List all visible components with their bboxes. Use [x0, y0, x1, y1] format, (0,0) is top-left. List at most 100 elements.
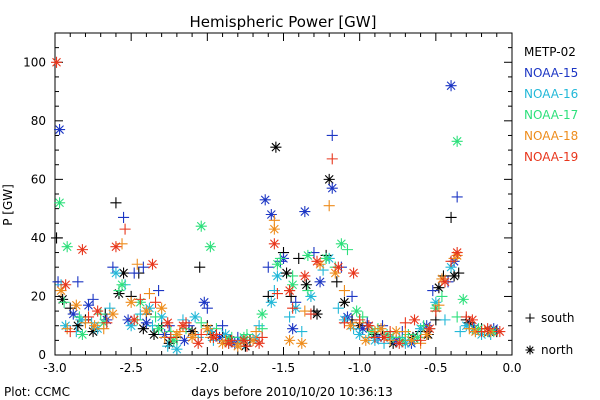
- point-south: [341, 244, 354, 256]
- point-south: [73, 311, 85, 323]
- point-north: [92, 305, 104, 317]
- point-north: [433, 282, 445, 294]
- point-north: [390, 326, 402, 338]
- point-north: [494, 326, 506, 338]
- plot-frame: [54, 32, 513, 356]
- point-south: [338, 317, 350, 329]
- point-south: [143, 287, 155, 300]
- point-north: [61, 241, 73, 253]
- y-axis-label: P [GW]: [1, 184, 15, 226]
- point-north: [87, 326, 99, 338]
- point-south: [134, 293, 146, 305]
- point-south: [58, 296, 70, 308]
- point-north: [332, 261, 344, 273]
- point-south: [346, 290, 358, 303]
- point-north: [311, 255, 323, 267]
- point-north: [445, 80, 457, 92]
- y-tick-label: 0: [38, 348, 46, 362]
- point-north: [189, 311, 201, 323]
- point-north: [430, 296, 442, 308]
- point-north: [457, 293, 469, 305]
- point-north: [448, 270, 460, 282]
- point-north: [72, 320, 84, 332]
- point-north: [320, 252, 332, 264]
- point-south: [271, 287, 283, 300]
- point-south: [72, 276, 84, 288]
- point-south: [323, 200, 335, 212]
- point-north: [296, 337, 308, 349]
- point-north: [107, 308, 119, 320]
- y-tick-label: 100: [23, 55, 46, 69]
- point-south: [287, 302, 299, 314]
- point-south: [101, 317, 113, 329]
- point-south: [110, 197, 122, 209]
- point-north: [186, 331, 198, 343]
- point-south: [376, 320, 389, 332]
- point-south: [326, 153, 338, 165]
- point-north: [125, 320, 137, 332]
- point-south: [302, 285, 314, 297]
- point-south: [338, 285, 350, 297]
- point-north: [311, 308, 323, 320]
- point-north: [323, 173, 335, 185]
- legend-entry-noaa-18: NOAA-18: [524, 129, 578, 143]
- x-tick-label: 0.0: [502, 361, 521, 375]
- point-north: [163, 337, 175, 349]
- point-north: [247, 334, 259, 346]
- point-north: [357, 323, 369, 335]
- point-north: [110, 241, 122, 253]
- point-north: [460, 320, 472, 332]
- y-tick-label: 20: [31, 289, 46, 303]
- point-south: [195, 328, 207, 341]
- point-south: [415, 334, 427, 346]
- point-south: [326, 129, 338, 142]
- point-north: [299, 206, 311, 218]
- point-north: [363, 320, 375, 332]
- point-north: [348, 267, 360, 279]
- point-north: [451, 135, 463, 147]
- x-tick-label: -2.0: [196, 361, 219, 375]
- point-south: [454, 326, 466, 338]
- point-south: [149, 311, 162, 323]
- point-north: [60, 320, 72, 332]
- point-north: [329, 267, 341, 279]
- point-north: [268, 223, 280, 235]
- point-south: [433, 299, 445, 311]
- point-north: [314, 276, 326, 288]
- point-south: [79, 317, 92, 329]
- point-south: [451, 191, 463, 203]
- point-north: [82, 299, 95, 311]
- point-south: [384, 326, 396, 338]
- point-north: [408, 314, 421, 326]
- point-south: [332, 302, 344, 314]
- point-north: [265, 296, 277, 308]
- y-tick-label: 40: [31, 231, 46, 245]
- point-north: [393, 337, 405, 349]
- point-north: [271, 258, 283, 270]
- point-south: [64, 326, 76, 338]
- point-south: [445, 255, 457, 267]
- x-tick-label: -3.0: [43, 361, 66, 375]
- point-north: [76, 244, 88, 256]
- point-north: [54, 197, 66, 209]
- point-north: [55, 285, 67, 297]
- point-north: [195, 220, 207, 232]
- point-north: [302, 249, 314, 262]
- point-north: [217, 337, 229, 349]
- point-north: [265, 208, 277, 221]
- point-north: [338, 296, 350, 308]
- point-north: [466, 314, 478, 326]
- point-north: [445, 261, 457, 273]
- point-north: [177, 320, 189, 332]
- point-south: [149, 296, 162, 308]
- point-south: [128, 267, 140, 279]
- point-north: [76, 328, 88, 341]
- marker-legend-symbol-south: [525, 313, 535, 323]
- point-north: [140, 317, 152, 329]
- point-north: [299, 270, 311, 282]
- point-north: [128, 314, 140, 326]
- point-north: [50, 56, 63, 68]
- point-north: [335, 238, 347, 250]
- point-north: [171, 343, 183, 355]
- point-south: [165, 331, 177, 343]
